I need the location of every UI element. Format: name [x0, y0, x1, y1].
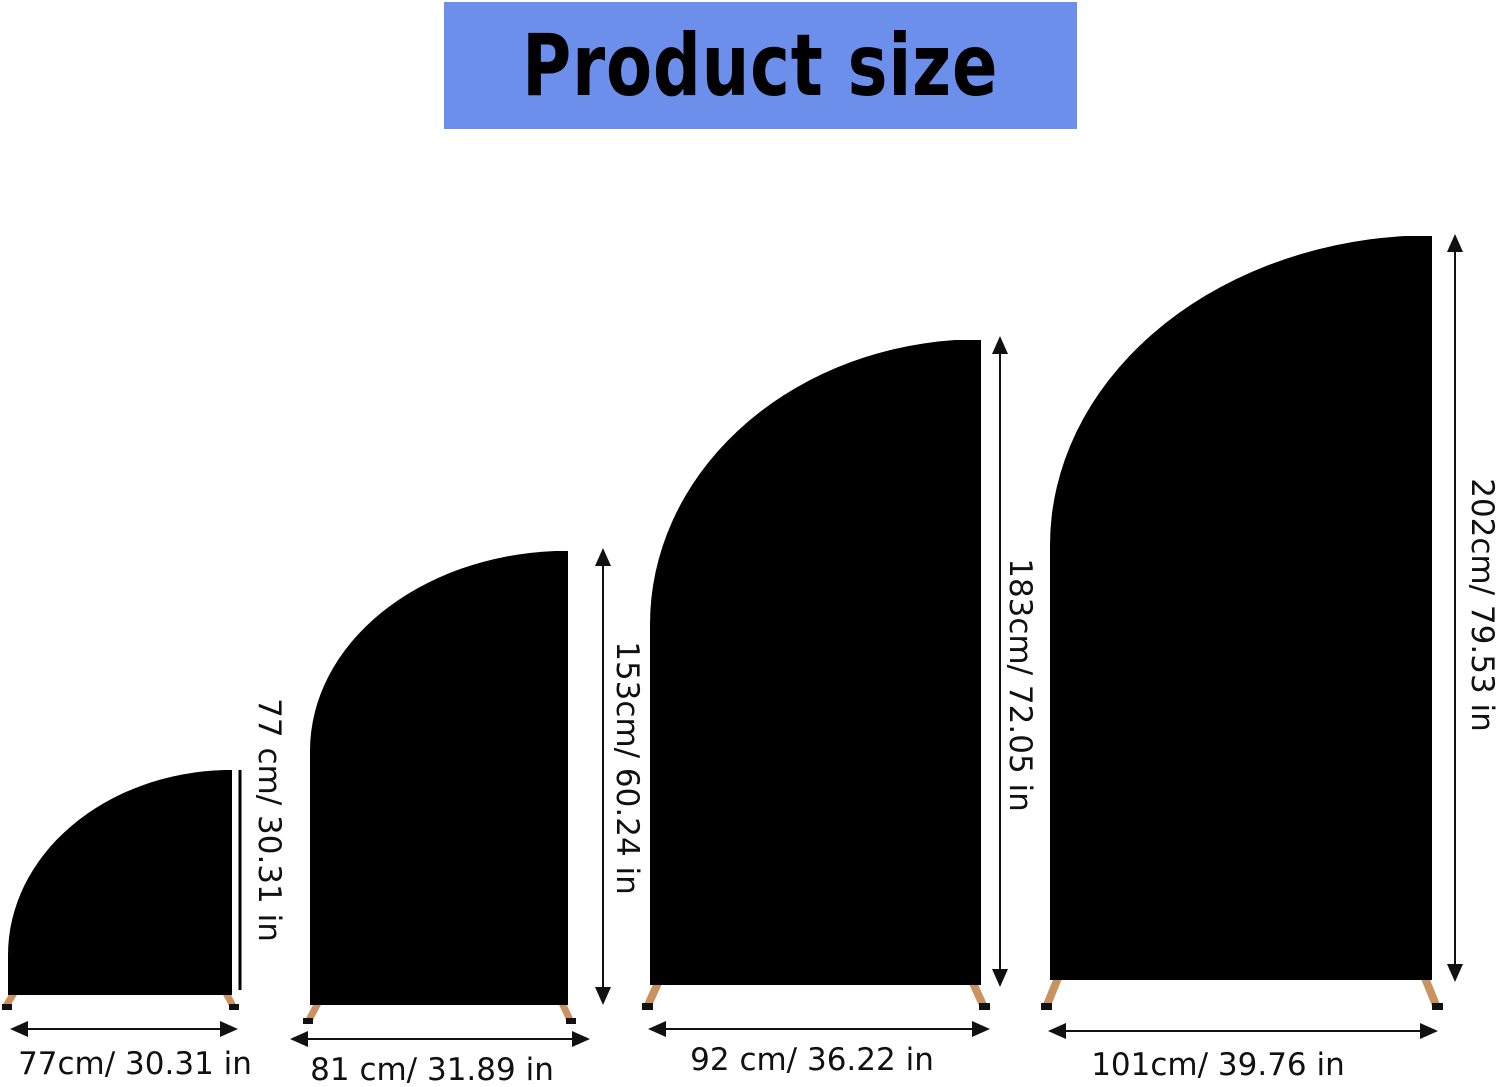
panel-2: 153cm/ 60.24 in 81 cm/ 31.89 in — [290, 548, 645, 1087]
arch-panel — [1050, 236, 1432, 980]
panel-1: 77 cm/ 30.31 in 77cm/ 30.31 in — [2, 698, 287, 1082]
arch-panel — [7, 770, 233, 995]
height-label: 183cm/ 72.05 in — [1002, 558, 1038, 812]
leg — [3, 991, 17, 1008]
width-label: 92 cm/ 36.22 in — [690, 1042, 934, 1078]
panel-3: 183cm/ 72.05 in 92 cm/ 36.22 in — [642, 336, 1038, 1078]
height-label: 153cm/ 60.24 in — [609, 641, 645, 895]
width-label: 77cm/ 30.31 in — [18, 1046, 252, 1082]
leg — [222, 991, 237, 1008]
foot — [229, 1004, 239, 1010]
foot — [2, 1004, 12, 1010]
panel-4: 202cm/ 79.53 in 101cm/ 39.76 in — [1041, 234, 1500, 1083]
arch-panel — [649, 340, 981, 985]
arch-panel — [310, 551, 568, 1005]
title-banner: Product size — [444, 2, 1077, 129]
width-label: 81 cm/ 31.89 in — [310, 1052, 554, 1087]
width-label: 101cm/ 39.76 in — [1091, 1047, 1345, 1083]
title: Product size — [522, 15, 999, 116]
height-label: 202cm/ 79.53 in — [1464, 478, 1500, 732]
height-label: 77 cm/ 30.31 in — [251, 698, 287, 942]
